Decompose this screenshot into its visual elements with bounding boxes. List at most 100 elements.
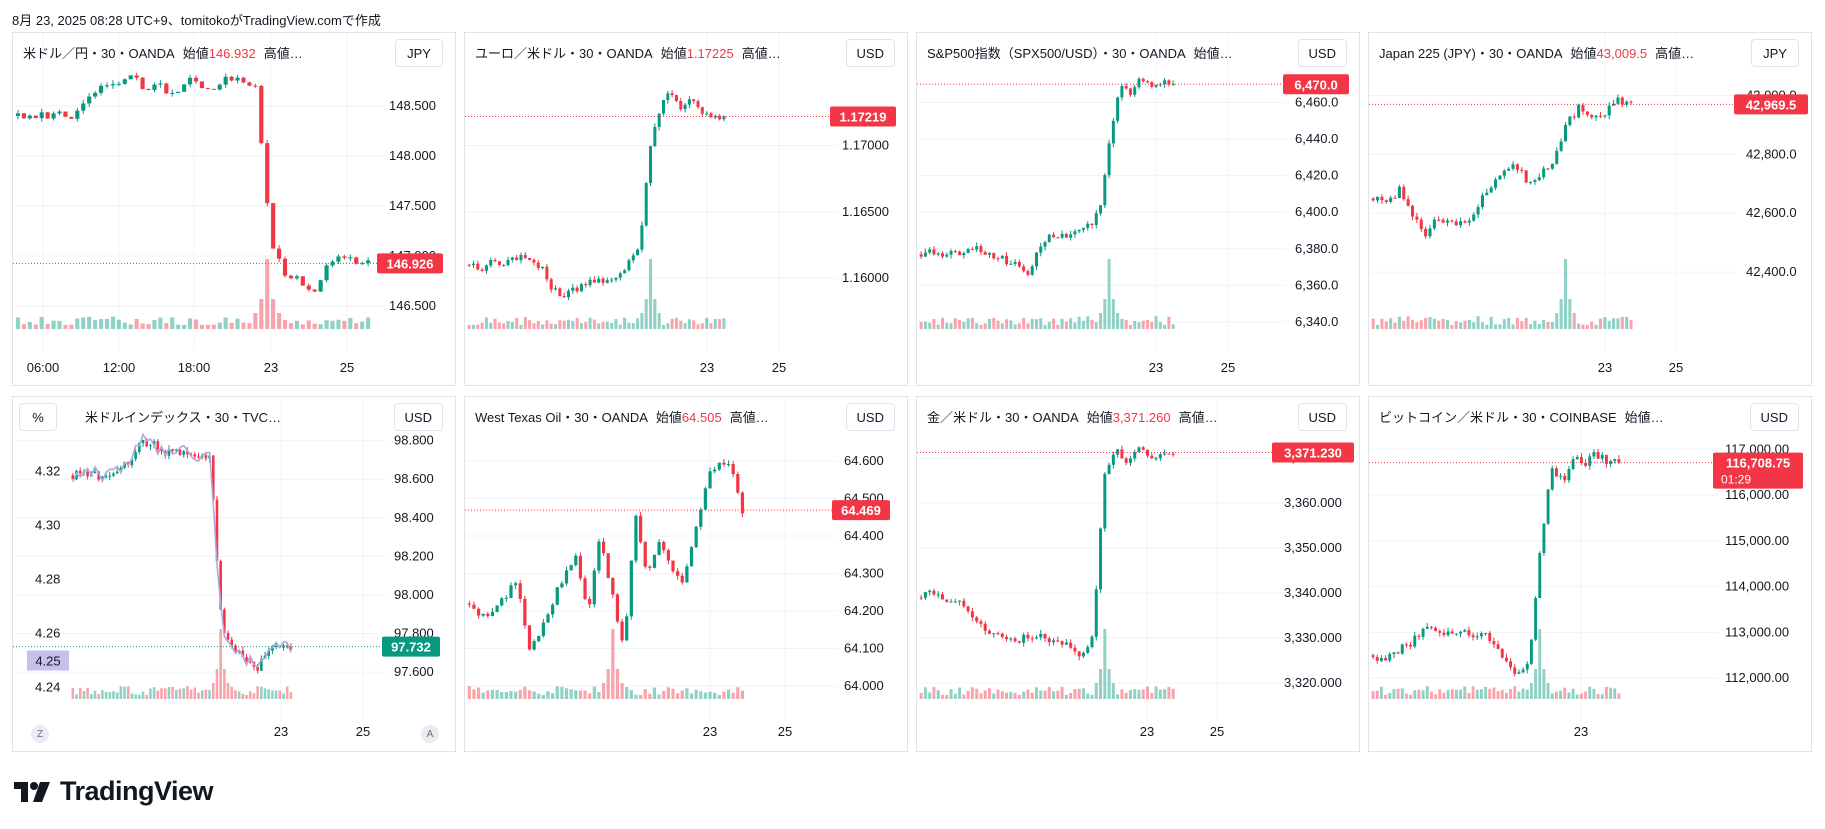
currency-button[interactable]: USD <box>845 403 895 431</box>
candle <box>558 287 562 297</box>
volume-bar <box>1417 689 1421 699</box>
chart-canvas[interactable]: 42,400.042,600.042,800.043,000.0232542,9… <box>1369 33 1812 386</box>
candle <box>217 83 222 91</box>
volume-bar <box>1592 688 1596 699</box>
chart-panel-xauusd[interactable]: 3,320.000 3,330.000 3,340.000 3,350.000 3,36… <box>916 396 1360 752</box>
currency-button[interactable]: USD <box>1749 403 1799 431</box>
chart-panel-dxy[interactable]: 97.600 97.800 98.000 98.200 98.400 98.600 98.8… <box>12 396 456 752</box>
volume-bar <box>1397 316 1401 329</box>
last-price-tag: 1.17219 <box>830 106 896 127</box>
percent-scale-button[interactable]: % <box>19 403 57 431</box>
chart-canvas[interactable]: 3,320.000 3,330.000 3,340.000 3,350.000 3,36… <box>917 397 1360 752</box>
candle <box>1094 209 1098 229</box>
volume-bar <box>1043 324 1047 329</box>
candle <box>1163 77 1167 88</box>
chart-panel-usdjpy[interactable]: 146.500147.000147.500148.000148.50006:00… <box>12 32 456 386</box>
candle <box>1034 251 1038 271</box>
candle <box>970 607 974 621</box>
y-tick-label: 115,000.00 <box>1725 533 1789 548</box>
chart-panel-wticousd[interactable]: 64.000 64.100 64.200 64.300 64.400 64.500 64.6… <box>464 396 908 752</box>
volume-bar <box>1524 317 1528 329</box>
currency-button[interactable]: USD <box>1297 403 1347 431</box>
chart-canvas[interactable]: 1.16000 1.16500 1.17000 23 25 1.17219 <box>465 33 908 386</box>
candle <box>1496 640 1500 650</box>
chart-panel-eurusd[interactable]: 1.16000 1.16500 1.17000 23 25 1.17219 ユーロ／米ドル・… <box>464 32 908 386</box>
candle <box>1397 184 1401 199</box>
currency-button[interactable]: JPY <box>1751 39 1799 67</box>
candle <box>1428 224 1432 239</box>
symbol-title[interactable]: 米ドル／円・30・OANDA 始値146.932 高値… <box>23 43 353 62</box>
volume-bar <box>532 691 536 699</box>
candle <box>108 471 112 481</box>
candle <box>1013 258 1017 267</box>
candle <box>648 565 652 571</box>
volume-bar <box>146 324 151 329</box>
candle <box>958 600 962 606</box>
chart-canvas[interactable]: 146.500147.000147.500148.000148.50006:00… <box>13 33 456 386</box>
tradingview-logo[interactable]: TradingView <box>14 776 214 807</box>
chart-panel-btcusd[interactable]: 112,000.00 113,000.00 114,000.00 115,000.00… <box>1368 396 1812 752</box>
candle <box>975 242 979 253</box>
candle <box>1513 664 1517 677</box>
chart-canvas[interactable]: 64.00064.10064.20064.30064.40064.50064.6… <box>465 397 908 752</box>
volume-bar <box>82 691 86 699</box>
volume-bar <box>1604 686 1608 699</box>
currency-button[interactable]: USD <box>393 403 443 431</box>
symbol-title[interactable]: 金／米ドル・30・OANDA 始値3,371.260 高値… <box>927 407 1257 426</box>
chart-panel-spx500usd[interactable]: 6,340.0 6,360.0 6,380.0 6,400.0 6,420.0 6,440… <box>916 32 1360 386</box>
chart-canvas[interactable]: 112,000.00 113,000.00 114,000.00 115,000.00… <box>1369 397 1812 752</box>
candle <box>546 612 550 623</box>
volume-bar <box>1603 317 1607 329</box>
x-tick-label: 23 <box>1574 724 1588 739</box>
candle <box>1437 216 1441 222</box>
chart-canvas[interactable]: 97.60097.80098.00098.20098.40098.60098.8… <box>13 397 456 752</box>
volume-bar <box>1009 320 1013 329</box>
candle <box>1120 83 1124 101</box>
volume-bar <box>75 318 80 329</box>
candle <box>1579 453 1583 466</box>
candle <box>601 537 606 556</box>
volume-bar <box>653 299 657 329</box>
candle <box>579 282 583 293</box>
volume-bar <box>318 324 323 329</box>
candle <box>1034 635 1038 640</box>
volume-bar <box>1137 322 1141 329</box>
candle <box>958 250 962 256</box>
volume-bar <box>253 313 258 329</box>
candle <box>992 252 996 260</box>
candle <box>1441 218 1445 224</box>
volume-bar <box>1555 313 1559 329</box>
y-tick-label: 6,360.0 <box>1295 277 1338 292</box>
candle <box>713 466 717 474</box>
currency-button[interactable]: USD <box>1297 39 1347 67</box>
symbol-title[interactable]: ユーロ／米ドル・30・OANDA 始値1.17225 高値… <box>475 43 805 62</box>
auto-scale-button[interactable]: A <box>421 725 439 743</box>
volume-bar <box>574 690 578 699</box>
volume-bar <box>1013 692 1017 699</box>
symbol-title[interactable]: ビットコイン／米ドル・30・COINBASE 始値… <box>1379 407 1709 426</box>
currency-button[interactable]: JPY <box>395 39 443 67</box>
symbol-title[interactable]: 米ドルインデックス・30・TVC… <box>85 407 345 426</box>
zoom-reset-button[interactable]: Z <box>31 725 49 743</box>
volume-bar <box>610 322 614 329</box>
candle <box>1111 451 1115 469</box>
symbol-title[interactable]: S&P500指数（SPX500/USD）・30・OANDA 始値… <box>927 43 1257 62</box>
candle <box>289 643 293 651</box>
candle <box>945 599 949 603</box>
candle <box>318 279 323 292</box>
candle <box>1419 217 1423 233</box>
chart-canvas[interactable]: 6,340.0 6,360.0 6,380.0 6,400.0 6,420.0 6,440… <box>917 33 1360 386</box>
volume-bar <box>1099 669 1103 699</box>
candle <box>575 285 579 294</box>
symbol-title[interactable]: West Texas Oil・30・OANDA 始値64.505 高値… <box>475 407 805 426</box>
candle <box>282 256 288 278</box>
symbol-title[interactable]: Japan 225 (JPY)・30・OANDA 始値43,009.5 高値… <box>1379 43 1709 62</box>
volume-bar <box>1047 321 1051 329</box>
last-price-tag: 6,470.0 <box>1283 74 1349 95</box>
candle <box>1402 184 1406 201</box>
candle <box>1090 223 1094 229</box>
currency-button[interactable]: USD <box>845 39 895 67</box>
open-label: 始値43,009.5 <box>1570 46 1648 61</box>
chart-panel-jp225[interactable]: 42,400.042,600.042,800.043,000.0232542,9… <box>1368 32 1812 386</box>
candle <box>560 581 564 589</box>
